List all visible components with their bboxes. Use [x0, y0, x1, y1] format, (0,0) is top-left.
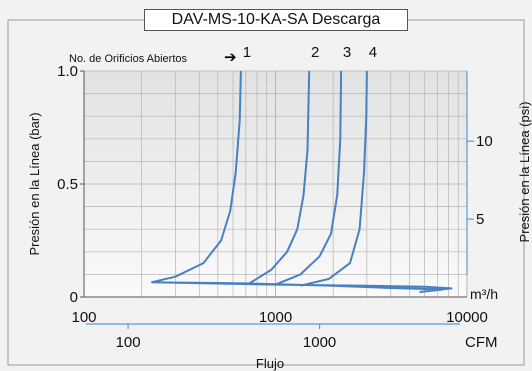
baseline-loop [151, 281, 453, 293]
series-line-1 [151, 70, 242, 284]
annotation-text: No. de Orificios Abiertos [69, 53, 187, 65]
series-line-3 [275, 70, 343, 286]
y-axis-title-left: Presión en la Línea (bar) [27, 112, 42, 255]
x-tick-label-cfm: 1000 [303, 334, 336, 351]
series-label-4: 4 [369, 44, 377, 61]
grid [83, 70, 468, 298]
x-unit-m3h: m³/h [470, 286, 498, 302]
psi-tick-label: 5 [476, 211, 484, 228]
y-tick-label: 0.5 [57, 176, 78, 193]
series-label-2: 2 [311, 44, 319, 61]
x-axis-title: Flujo [256, 356, 284, 371]
x-unit-cfm: CFM [465, 334, 498, 351]
series-group [151, 70, 453, 293]
y-tick-label: 1.0 [57, 63, 78, 80]
x-tick-label-cfm: 100 [116, 334, 141, 351]
series-label-3: 3 [343, 44, 351, 61]
series-label-1: 1 [243, 44, 251, 61]
x-tick-label-m3h: 100 [71, 309, 96, 326]
annotation-arrow: ➔ [224, 49, 237, 66]
annotation: No. de Orificios Abiertos ➔ [69, 49, 237, 66]
axes [83, 71, 468, 325]
y-axis-title-right: Presión en la Línea (psi) [517, 102, 532, 243]
tick-labels: 0 0.5 1.0 5 10 100 1000 10000 m³/h 100 1000 CFM Fluj… [27, 63, 532, 371]
series-labels: 1 2 3 4 [243, 44, 377, 61]
x-tick-label-m3h: 1000 [259, 309, 292, 326]
series-line-2 [248, 70, 311, 285]
x-tick-label-m3h: 10000 [446, 309, 488, 326]
chart-title: DAV-MS-10-KA-SA Descarga [144, 9, 408, 31]
series-line-4 [300, 70, 368, 287]
y-tick-label: 0 [70, 289, 78, 306]
psi-tick-label: 10 [476, 133, 493, 150]
